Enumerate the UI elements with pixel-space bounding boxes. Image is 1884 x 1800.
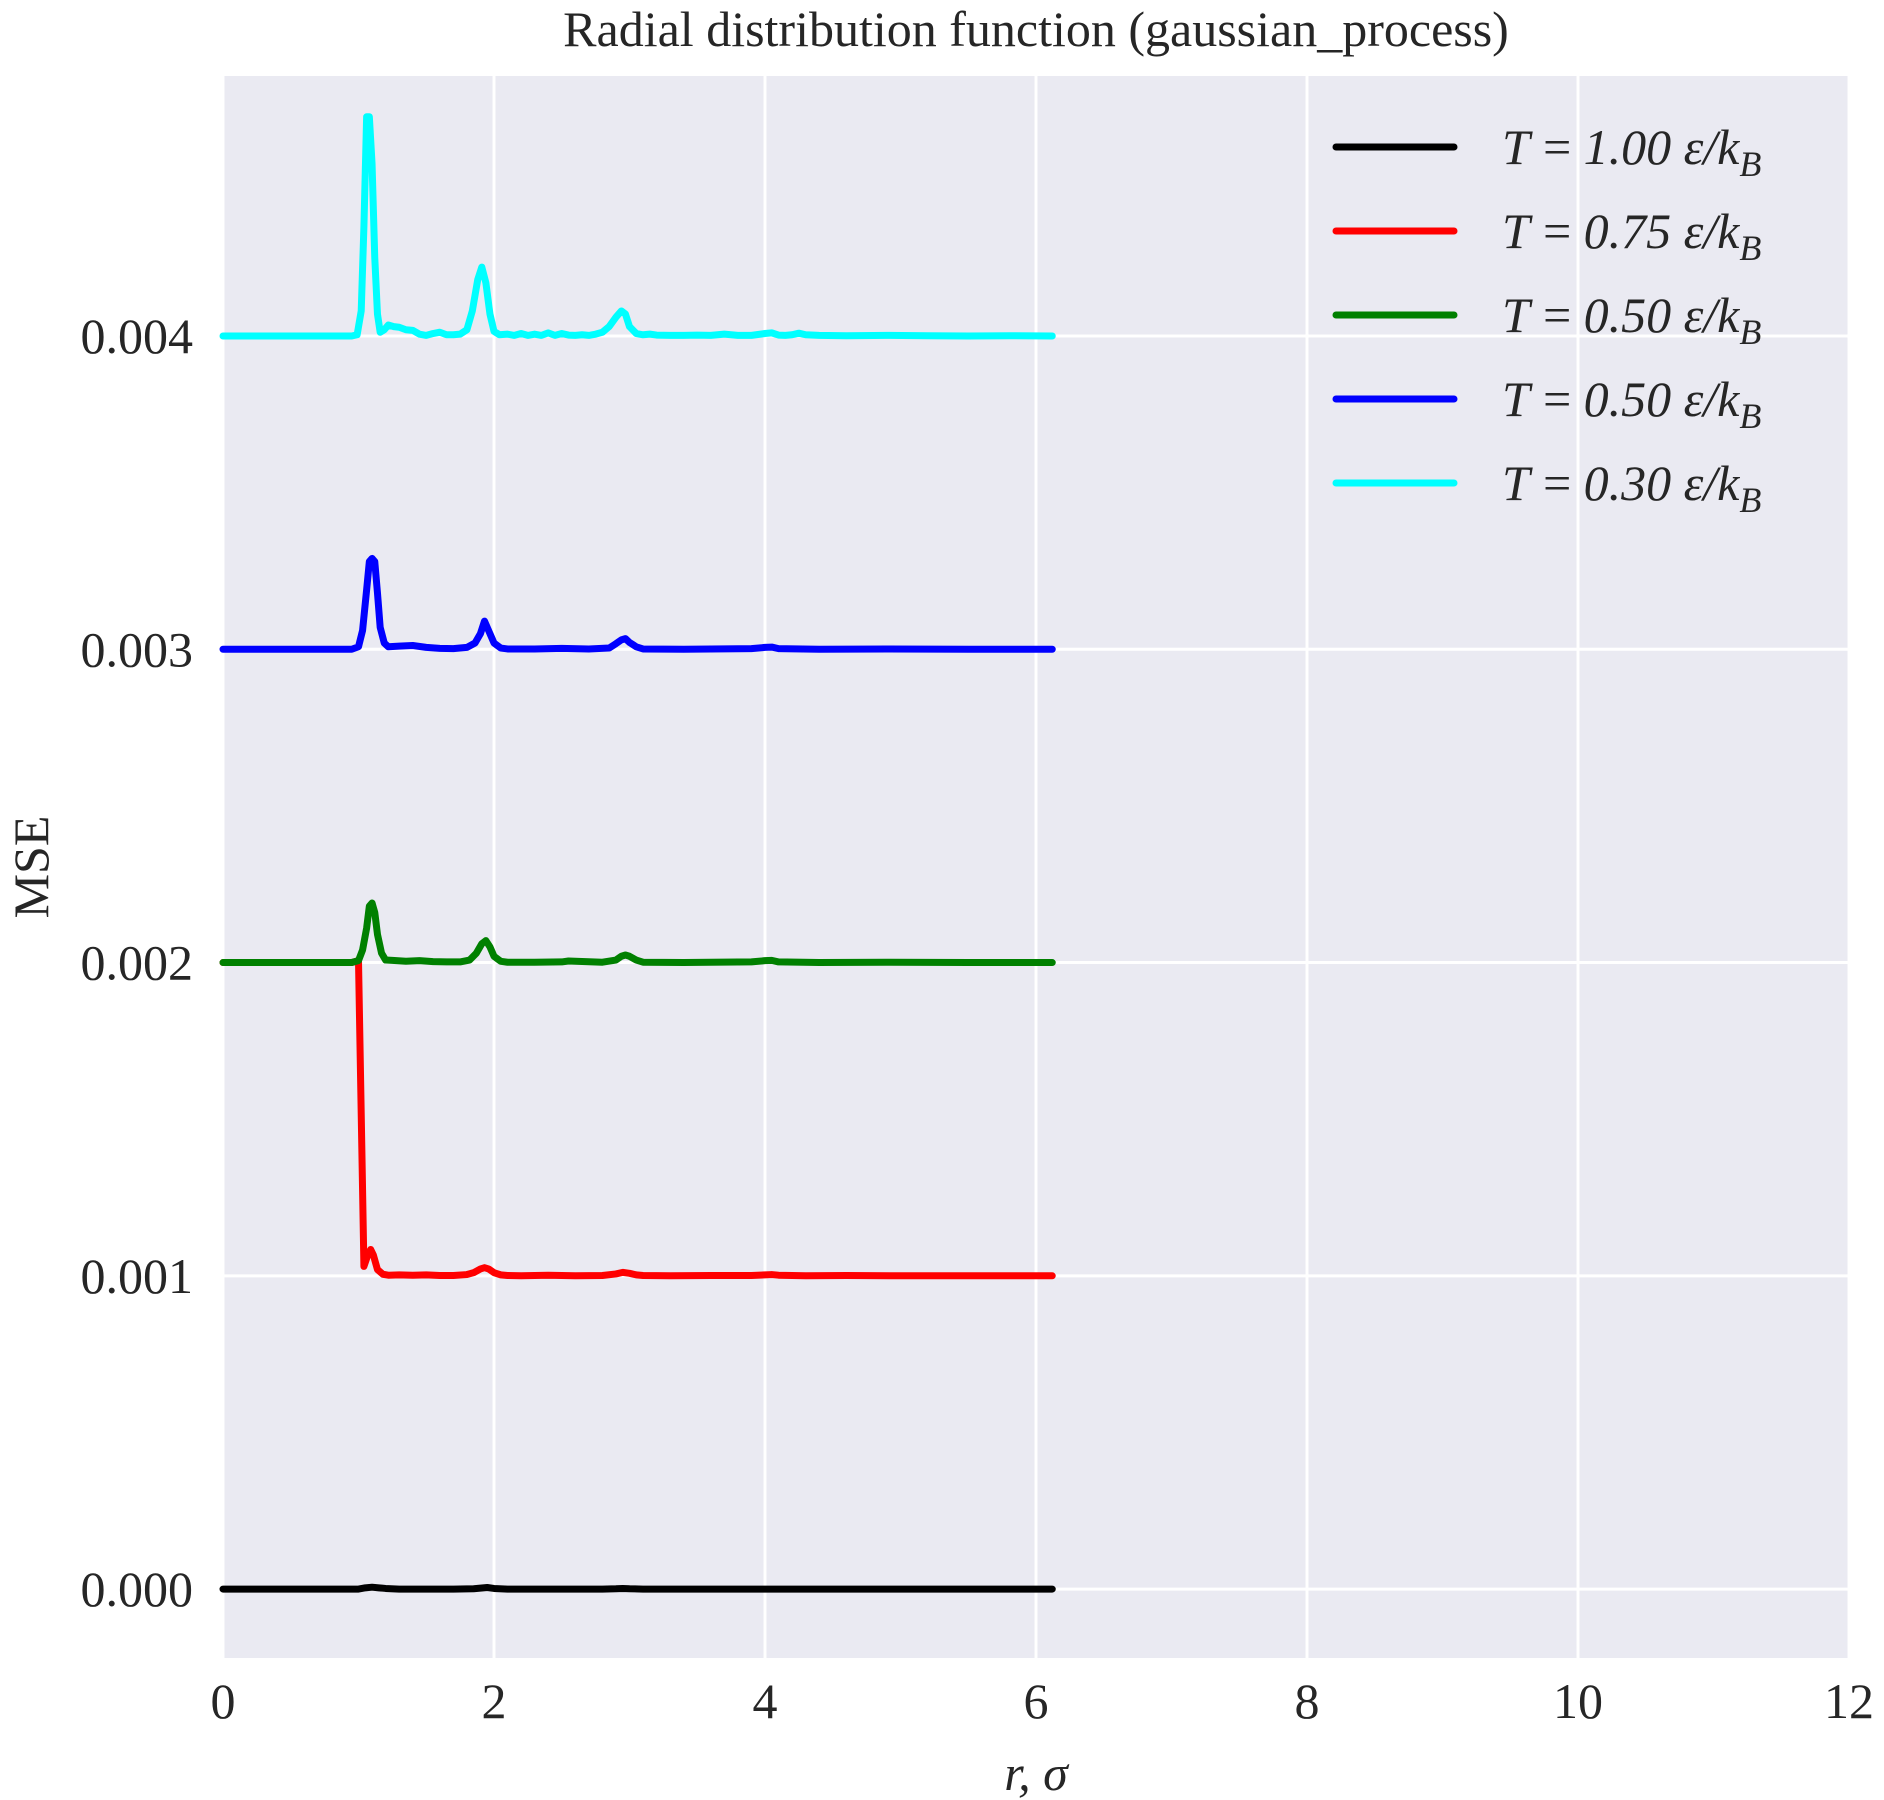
- x-tick-label-1: 2: [482, 1673, 507, 1729]
- series-line-0: [219, 1583, 1056, 1593]
- series-line-1: [219, 957, 1056, 1280]
- y-axis-ticks: 0.000 0.001 0.002 0.003 0.004: [81, 308, 194, 1617]
- legend-label-1: T = 0.75 ε/kB: [1502, 203, 1761, 268]
- series-line-2: [219, 899, 1056, 967]
- x-tick-label-3: 6: [1024, 1673, 1049, 1729]
- x-tick-label-4: 8: [1295, 1673, 1320, 1729]
- x-tick-label-2: 4: [753, 1673, 778, 1729]
- legend: T = 1.00 ε/kB T = 0.75 ε/kB T = 0.50 ε/kB T…: [1332, 119, 1761, 520]
- series-line-4: [219, 113, 1056, 340]
- legend-label-2: T = 0.50 ε/kB: [1502, 287, 1761, 352]
- y-axis-label: MSE: [3, 816, 59, 919]
- y-tick-label-4: 0.004: [81, 308, 194, 364]
- legend-label-3: T = 0.50 ε/kB: [1502, 371, 1761, 436]
- y-tick-label-0: 0.000: [81, 1561, 194, 1617]
- series-line-3: [219, 554, 1056, 653]
- y-tick-label-3: 0.003: [81, 621, 194, 677]
- chart-title: Radial distribution function (gaussian_p…: [563, 1, 1509, 57]
- series-layer: [219, 113, 1056, 1593]
- x-axis-label: r, σ: [1004, 1745, 1070, 1800]
- y-tick-label-1: 0.001: [81, 1248, 194, 1304]
- legend-label-0: T = 1.00 ε/kB: [1502, 119, 1761, 184]
- y-tick-label-2: 0.002: [81, 935, 194, 991]
- x-tick-label-5: 10: [1553, 1673, 1603, 1729]
- x-tick-label-6: 12: [1824, 1673, 1874, 1729]
- x-tick-label-0: 0: [211, 1673, 236, 1729]
- x-axis-ticks: 0 2 4 6 8 10 12: [211, 1673, 1875, 1729]
- legend-label-4: T = 0.30 ε/kB: [1502, 455, 1761, 520]
